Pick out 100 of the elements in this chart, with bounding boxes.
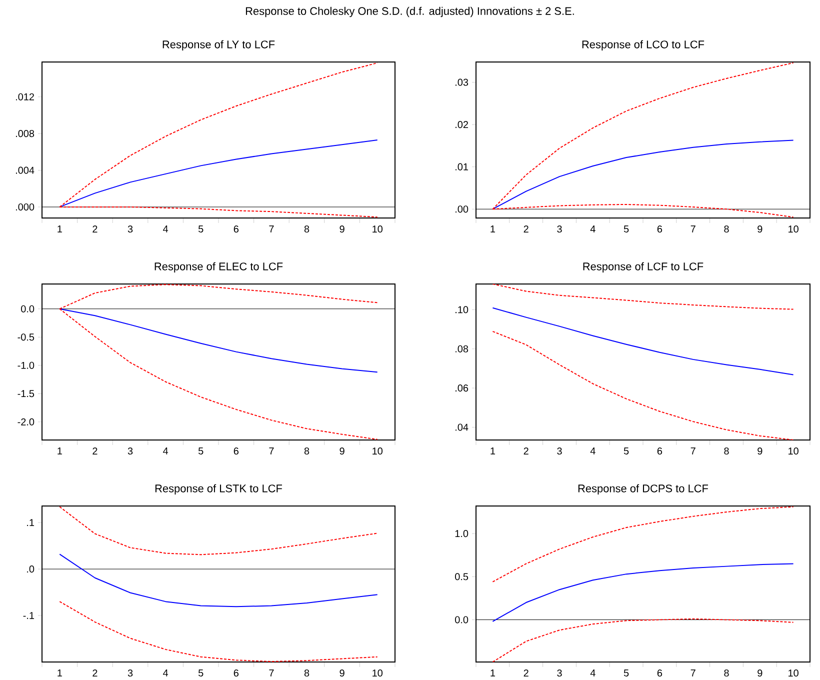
y-tick-label: .008 [16,130,34,138]
line-series [492,563,794,622]
y-tick-label: -0.5 [18,334,34,341]
x-tick-label: 1 [490,670,495,676]
chart-title: Response of LSTK to LCF [155,484,282,495]
y-tick-label: .0 [27,566,34,573]
x-tick-label: 10 [372,670,383,677]
x-tick-label: 7 [269,226,274,232]
x-tick-label: 4 [590,226,596,232]
y-tick-label: .04 [456,424,468,431]
x-tick-label: 10 [788,448,798,455]
y-tick-label: .01 [456,163,468,170]
y-tick-label: .03 [456,78,468,86]
x-tick-label: 4 [163,226,168,232]
x-tick-label: 2 [524,226,528,233]
y-tick-label: .012 [16,93,34,100]
x-tick-label: 7 [690,448,696,454]
x-tick-label: 1 [58,448,62,454]
line-series [59,308,378,373]
x-tick-label: 2 [524,670,528,677]
chart-title: Response of LY to LCF [162,40,275,51]
x-tick-label: 6 [657,448,662,455]
x-tick-label: 6 [234,448,238,455]
y-tick-label: -1.5 [18,390,34,398]
chart-title: Response of LCF to LCF [583,262,704,273]
x-tick-label: 4 [163,670,168,676]
x-tick-label: 4 [590,448,596,454]
x-tick-label: 7 [690,670,696,676]
x-tick-label: 6 [657,226,662,233]
chart-title: Response of LCO to LCF [582,40,704,51]
line-series [492,330,794,440]
x-tick-label: 6 [234,226,238,233]
x-tick-label: 10 [788,670,798,677]
y-tick-label: -1.0 [18,362,34,369]
x-tick-label: 2 [92,448,98,455]
x-tick-label: 5 [198,448,204,455]
line-series [492,618,794,662]
y-tick-label: .02 [456,121,468,128]
y-tick-label: .00 [456,206,468,213]
x-tick-label: 5 [198,670,204,677]
y-tick-label: 1.0 [455,530,468,538]
line-series [59,554,378,608]
x-tick-label: 5 [624,226,629,233]
y-tick-label: .004 [16,166,34,174]
x-tick-label: 9 [758,226,762,233]
x-tick-label: 3 [557,448,562,455]
y-tick-label: .08 [456,345,468,352]
x-tick-label: 4 [163,448,168,454]
y-tick-label: .000 [16,204,34,211]
x-tick-label: 8 [304,670,310,677]
x-tick-label: 1 [58,670,62,676]
x-tick-label: 9 [340,448,344,455]
y-tick-label: 0.0 [455,616,468,624]
y-tick-label: -.1 [23,612,34,619]
x-tick-label: 5 [198,226,204,233]
x-tick-label: 5 [624,670,629,677]
line-series [59,506,378,556]
y-tick-label: .10 [456,306,468,314]
chart-title: Response of DCPS to LCF [578,484,708,495]
x-tick-label: 10 [372,448,383,455]
x-tick-label: 5 [624,448,629,455]
x-tick-label: 9 [340,670,344,677]
x-tick-label: 8 [724,448,729,455]
line-series [492,140,794,210]
x-tick-label: 9 [758,670,762,677]
x-tick-label: 3 [128,226,133,233]
x-tick-label: 1 [58,226,62,232]
x-tick-label: 3 [557,670,562,677]
x-tick-label: 2 [92,670,98,677]
x-tick-label: 6 [234,670,238,677]
text: Response to Cholesky One S.D. (d.f. adjusted) Innovations ± 2 S.E. [246,6,574,18]
y-tick-label: 0.0 [21,305,34,312]
x-tick-label: 8 [304,448,310,455]
x-tick-label: 7 [269,670,274,676]
x-tick-label: 3 [557,226,562,233]
x-tick-label: 8 [724,226,729,233]
y-tick-label: -2.0 [18,418,34,426]
x-tick-label: 8 [304,226,310,233]
x-tick-label: 8 [724,670,729,677]
x-tick-label: 3 [128,670,133,677]
x-tick-label: 1 [490,226,495,232]
line-series [492,307,794,376]
x-tick-label: 7 [690,226,696,232]
y-tick-label: 0.5 [455,573,468,580]
x-tick-label: 10 [372,226,383,233]
x-tick-label: 1 [490,448,495,454]
x-tick-label: 10 [788,226,798,233]
chart-title: Response of ELEC to LCF [154,262,283,273]
x-tick-label: 9 [758,448,762,455]
y-tick-label: .06 [456,384,468,392]
x-tick-label: 2 [524,448,528,455]
x-tick-label: 9 [340,226,344,233]
x-tick-label: 3 [128,448,133,455]
x-tick-label: 2 [92,226,98,233]
x-tick-label: 4 [590,670,596,676]
x-tick-label: 7 [269,448,274,454]
line-series [492,284,794,310]
y-tick-label: .1 [27,519,34,526]
line-series [492,506,794,582]
x-tick-label: 6 [657,670,662,677]
